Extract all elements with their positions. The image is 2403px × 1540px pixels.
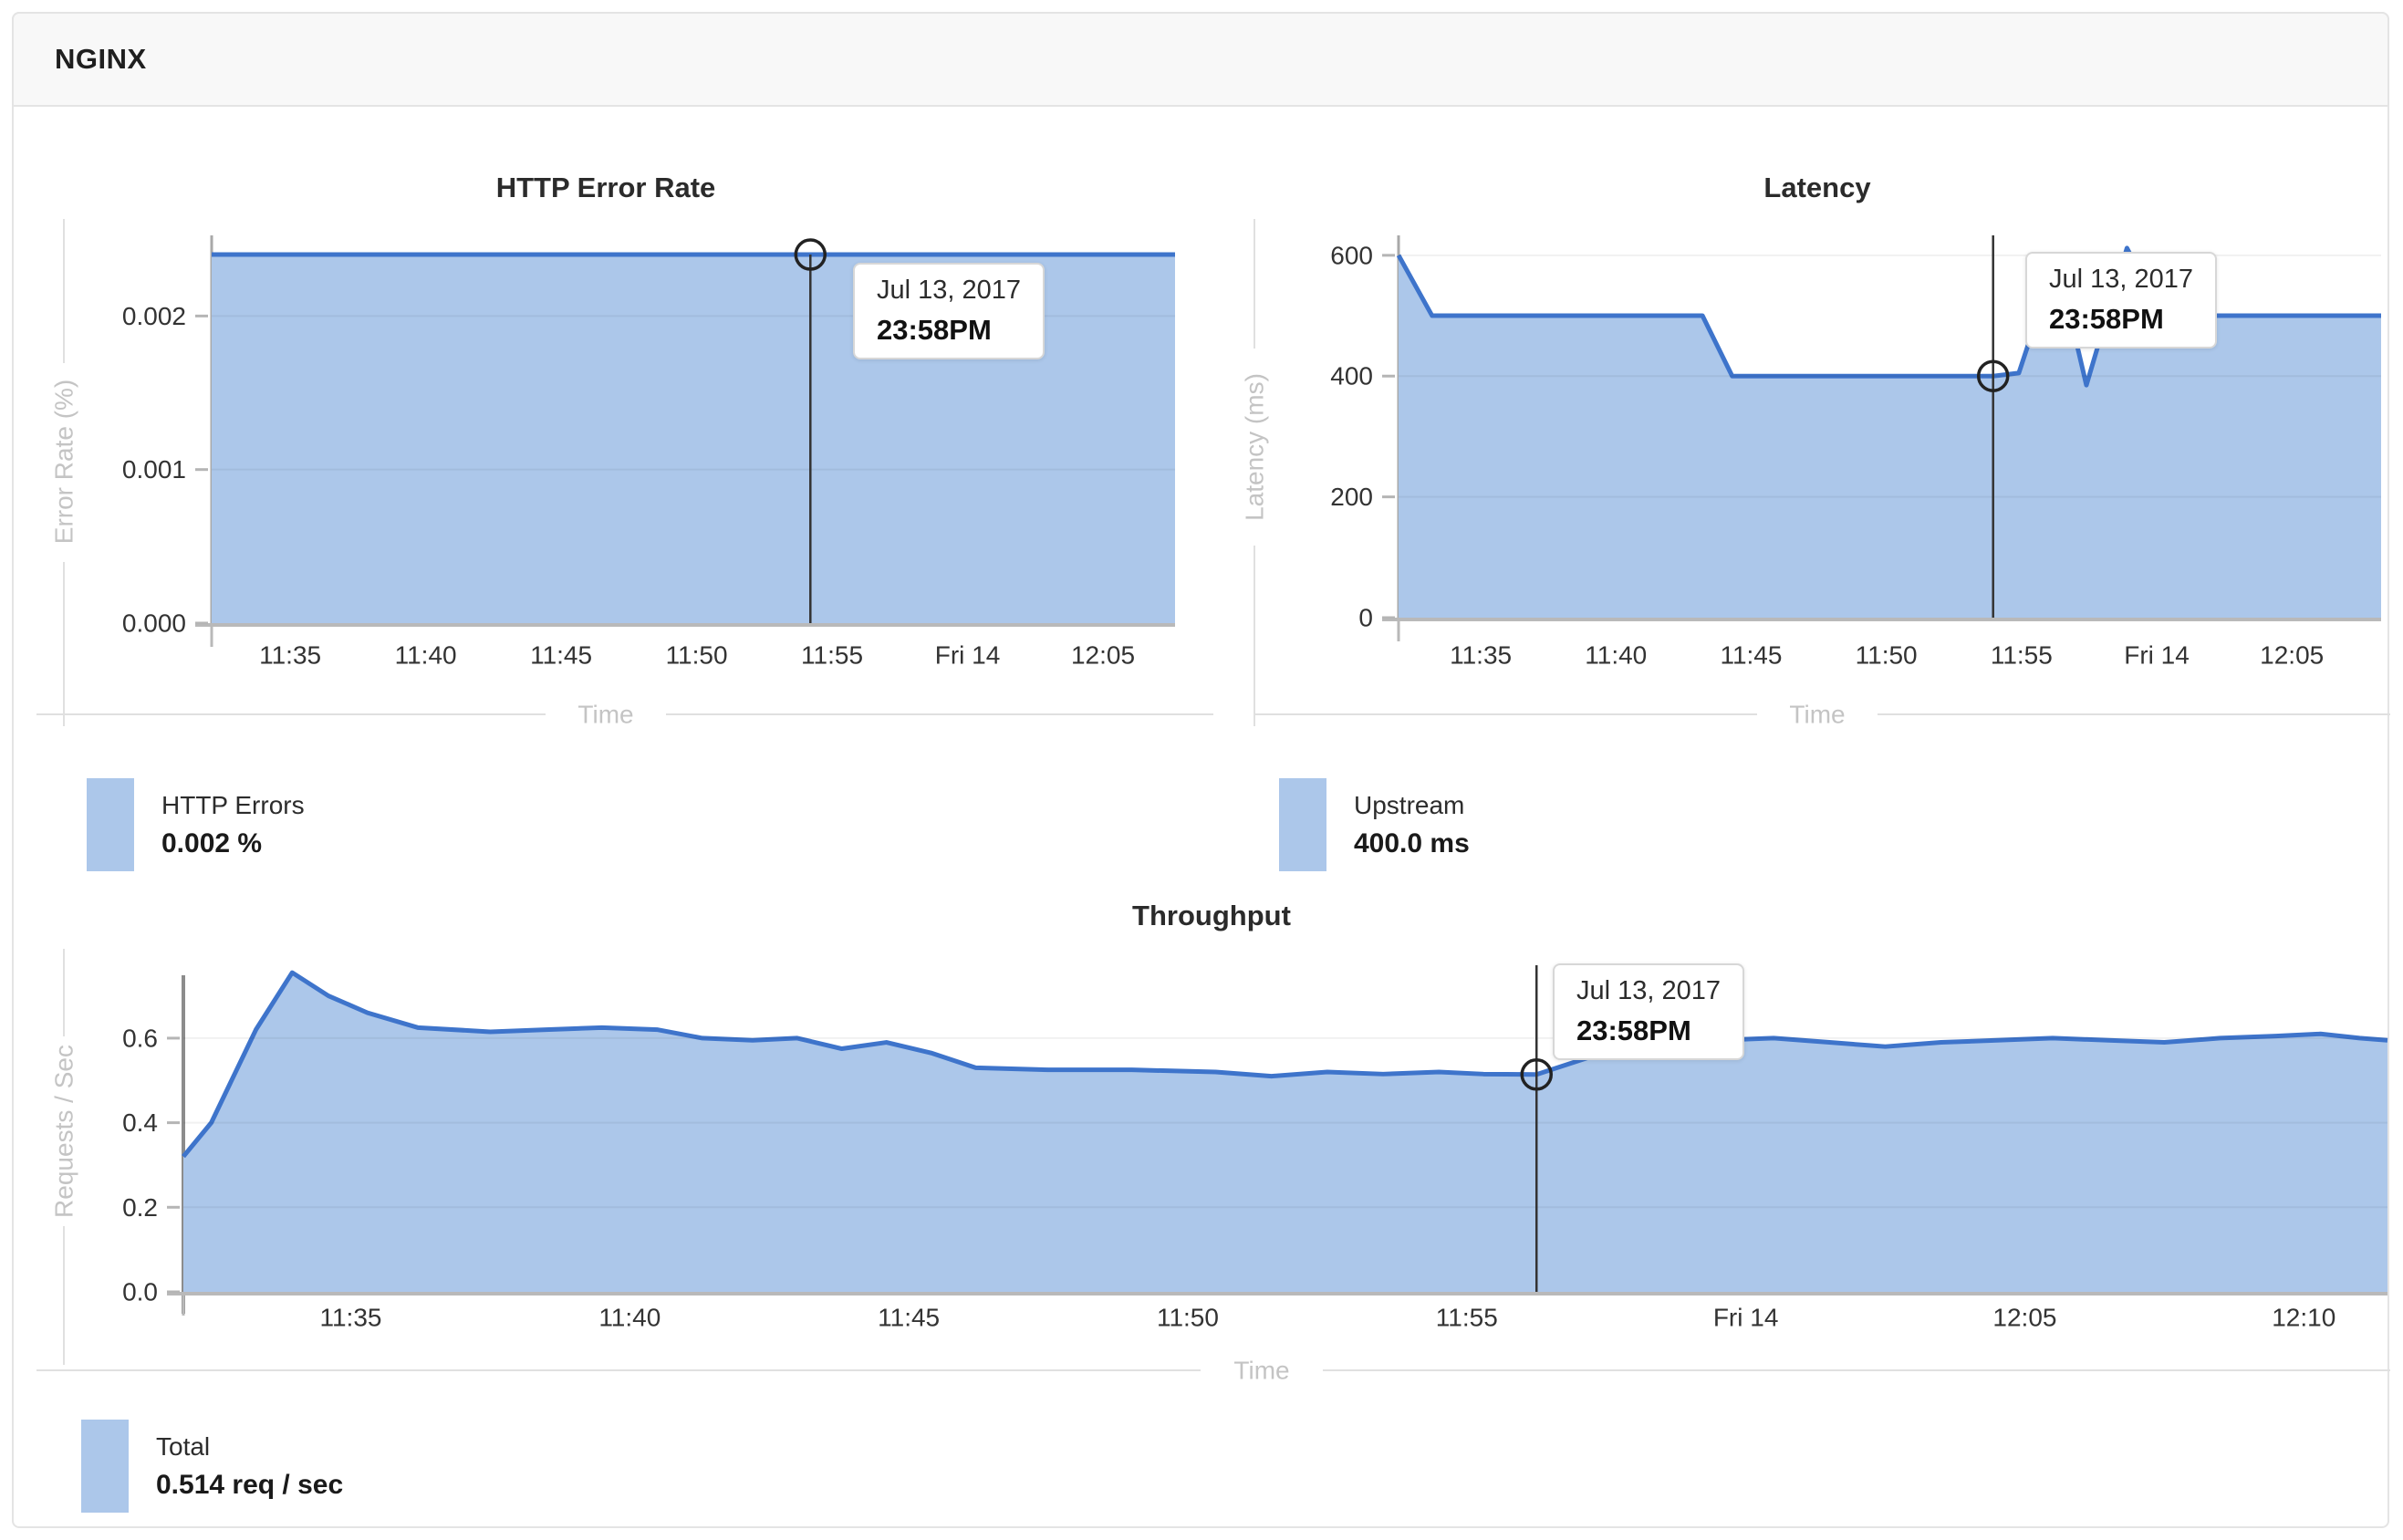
x-tick-label: 11:55 xyxy=(1991,641,2053,670)
y-tick-label: 0.6 xyxy=(122,1024,158,1052)
cursor-marker[interactable] xyxy=(794,238,827,271)
y-tick-label: 400 xyxy=(1330,362,1373,390)
legend-value: 400.0 ms xyxy=(1354,827,1470,858)
x-tick-label: 12:05 xyxy=(2260,641,2324,670)
y-tick-label: 0.001 xyxy=(122,455,186,484)
tooltip-time: 23:58PM xyxy=(877,314,992,346)
tooltip-latency: Jul 13, 2017 23:58PM xyxy=(2025,252,2218,349)
x-axis-title: Time xyxy=(1233,1357,1289,1385)
x-tick-label: 11:45 xyxy=(1720,641,1782,670)
x-tick-label: 11:40 xyxy=(598,1304,661,1332)
tooltip-time: 23:58PM xyxy=(1576,1015,1691,1046)
x-tick-label: Fri 14 xyxy=(2124,641,2190,670)
x-tick-label: 11:55 xyxy=(801,641,863,670)
x-tick-label: 11:40 xyxy=(395,641,457,670)
y-axis-title: Requests / Sec xyxy=(50,1045,78,1218)
chart-title-throughput: Throughput xyxy=(1132,900,1291,931)
chart-title-latency: Latency xyxy=(1763,172,1871,203)
x-tick-label: 12:10 xyxy=(2272,1304,2335,1332)
tooltip-date: Jul 13, 2017 xyxy=(1576,976,1722,1005)
series-area-latency xyxy=(1399,247,2381,618)
x-tick-label: 11:50 xyxy=(1157,1304,1219,1332)
page-title: NGINX xyxy=(55,43,147,75)
series-line-throughput xyxy=(182,970,2388,1159)
x-tick-label: 11:50 xyxy=(1856,641,1918,670)
x-tick-label: 11:35 xyxy=(319,1304,381,1332)
y-tick-label: 0.000 xyxy=(122,609,186,638)
legend-swatch xyxy=(81,1420,129,1513)
x-tick-label: 11:35 xyxy=(259,641,321,670)
card-header: NGINX xyxy=(12,12,2389,107)
legend-label: HTTP Errors xyxy=(161,790,305,819)
tooltip-time: 23:58PM xyxy=(2049,303,2164,335)
legend-label: Upstream xyxy=(1354,790,1465,819)
x-tick-label: 11:45 xyxy=(530,641,592,670)
chart-title-http-error-rate: HTTP Error Rate xyxy=(495,172,716,203)
y-tick-label: 0 xyxy=(1358,604,1373,632)
tooltip-throughput: Jul 13, 2017 23:58PM xyxy=(1553,963,1745,1060)
legend-total: Total 0.514 req / sec xyxy=(81,1420,343,1513)
x-axis-title: Time xyxy=(1789,701,1845,729)
y-tick-label: 0.002 xyxy=(122,302,186,330)
y-tick-label: 0.2 xyxy=(122,1193,158,1222)
legend-swatch xyxy=(1279,778,1326,871)
tooltip-date: Jul 13, 2017 xyxy=(2049,265,2194,294)
x-tick-label: 11:55 xyxy=(1436,1304,1498,1332)
cursor-marker[interactable] xyxy=(1976,359,2010,392)
x-tick-label: 12:05 xyxy=(1992,1304,2056,1332)
legend-swatch xyxy=(87,778,134,871)
series-area-throughput xyxy=(183,973,2387,1292)
legend-upstream: Upstream 400.0 ms xyxy=(1279,778,1470,871)
legend-value: 0.002 % xyxy=(161,827,263,858)
x-axis-title: Time xyxy=(577,701,633,729)
legend-label: Total xyxy=(156,1431,211,1461)
legend-value: 0.514 req / sec xyxy=(156,1469,344,1500)
y-axis-title: Latency (ms) xyxy=(1241,373,1269,521)
x-tick-label: 11:50 xyxy=(666,641,728,670)
y-tick-label: 0.0 xyxy=(122,1278,158,1306)
cursor-marker[interactable] xyxy=(1520,1058,1553,1091)
x-tick-label: Fri 14 xyxy=(935,641,1001,670)
x-tick-label: Fri 14 xyxy=(1713,1304,1779,1332)
x-tick-label: 12:05 xyxy=(1071,641,1135,670)
x-tick-label: 11:35 xyxy=(1450,641,1512,670)
tooltip-http-error-rate: Jul 13, 2017 23:58PM xyxy=(853,263,1045,359)
legend-http-errors: HTTP Errors 0.002 % xyxy=(87,778,305,871)
y-tick-label: 0.4 xyxy=(122,1108,158,1137)
y-tick-label: 600 xyxy=(1330,241,1373,269)
x-tick-label: 11:45 xyxy=(878,1304,940,1332)
tooltip-date: Jul 13, 2017 xyxy=(877,276,1022,305)
y-tick-label: 200 xyxy=(1330,483,1373,511)
y-axis-title: Error Rate (%) xyxy=(50,380,78,544)
x-tick-label: 11:40 xyxy=(1585,641,1647,670)
